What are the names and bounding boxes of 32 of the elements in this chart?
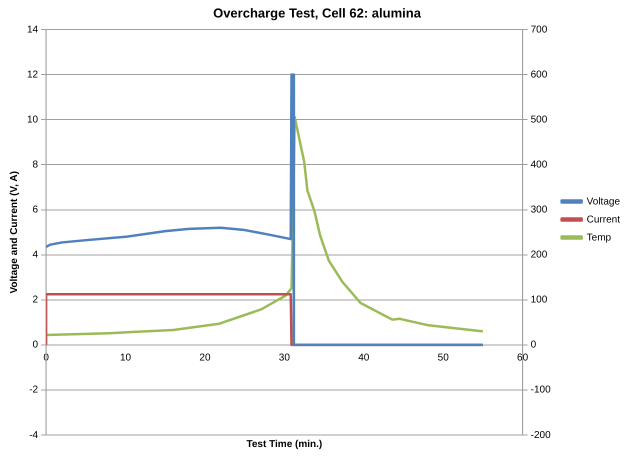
y-tick-label: 10 xyxy=(27,114,39,126)
x-tick-label: 50 xyxy=(438,352,450,364)
y2-tick-label: 700 xyxy=(530,24,548,36)
y-tick-label: 6 xyxy=(32,204,39,216)
legend-label: Current xyxy=(586,214,620,226)
y-tick-label: 8 xyxy=(32,159,39,170)
legend-label: Temp xyxy=(586,232,612,244)
y-tick-label: -4 xyxy=(29,430,39,441)
y-tick-label: 4 xyxy=(32,250,39,261)
y2-tick-label: -100 xyxy=(530,384,552,396)
x-tick-label: 40 xyxy=(358,352,370,364)
x-tick-label: 30 xyxy=(278,352,290,364)
y2-tick-label: 200 xyxy=(530,250,548,261)
y-tick-label: 0 xyxy=(32,340,39,351)
y2-tick-label: 600 xyxy=(530,69,548,80)
y2-tick-label: 100 xyxy=(530,294,548,306)
y-tick-label: 2 xyxy=(32,294,39,306)
x-axis-title: Test Time (min.) xyxy=(246,438,322,450)
y-axis-title: Voltage and Current (V, A) xyxy=(8,171,20,294)
y-tick-label: -2 xyxy=(29,384,39,396)
y2-tick-label: 300 xyxy=(530,204,548,216)
y2-tick-label: -200 xyxy=(530,430,552,441)
chart-title: Overcharge Test, Cell 62: alumina xyxy=(213,5,422,20)
y-tick-label: 12 xyxy=(27,69,39,80)
y-tick-label: 14 xyxy=(27,24,39,36)
legend-label: Voltage xyxy=(586,196,620,208)
y2-tick-label: 0 xyxy=(530,340,537,351)
x-tick-label: 20 xyxy=(199,352,211,364)
x-tick-label: 10 xyxy=(120,352,132,364)
y2-tick-label: 400 xyxy=(530,159,548,170)
y2-tick-label: 500 xyxy=(530,114,548,126)
x-tick-label: 60 xyxy=(517,352,529,364)
